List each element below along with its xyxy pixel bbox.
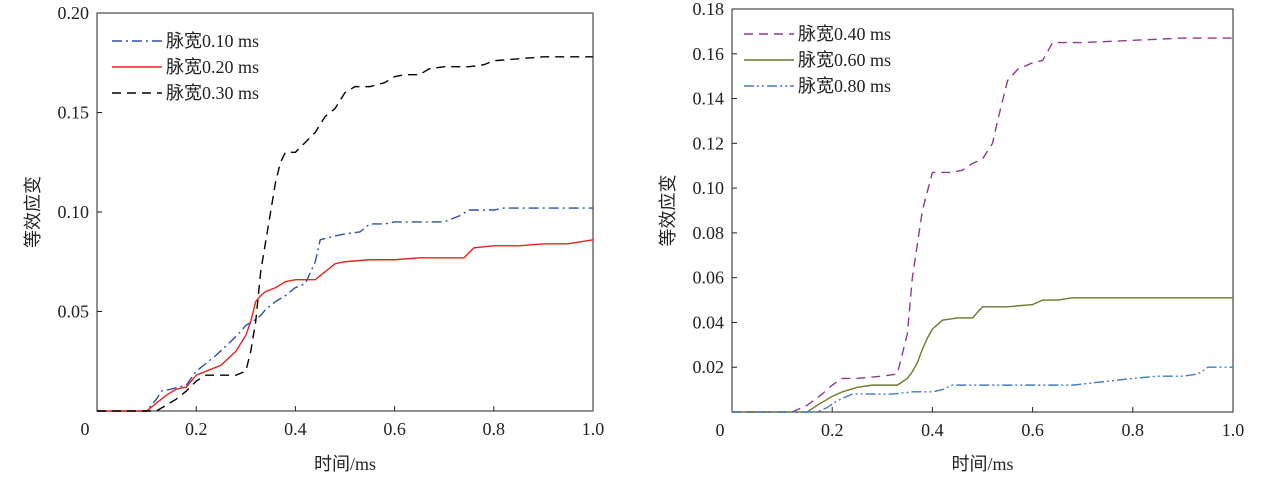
left-x-tick-label: 0.2 [185, 419, 208, 439]
left-x-tick-label: 0.6 [383, 419, 406, 439]
right-y-tick-label: 0.10 [693, 178, 725, 198]
right-x-axis-label: 时间/ms [951, 454, 1013, 474]
left-series-3-line [97, 56, 593, 412]
right-x-tick-label: 0.6 [1021, 420, 1044, 440]
left-series-2-line [97, 239, 594, 412]
right-legend-label-3: 脉宽0.80 ms [798, 76, 891, 96]
left-legend-label-3: 脉宽0.30 ms [166, 83, 259, 103]
right-x-tick-label: 1.0 [1222, 420, 1245, 440]
left-y-tick-label: 0.20 [58, 3, 90, 23]
left-y-tick-label: 0.05 [58, 302, 90, 322]
right-y-tick-label: 0.08 [693, 223, 725, 243]
left-x-tick-label: 0.8 [483, 419, 506, 439]
chart-left: 0 0.2 0.4 0.6 0.8 1.0 0.05 0.10 0.15 0.20 时间/ms 等效应… [23, 3, 604, 474]
left-legend-label-2: 脉宽0.20 ms [166, 57, 259, 77]
right-x-tick-label: 0.8 [1122, 420, 1145, 440]
right-x-tick-label: 0.4 [921, 420, 944, 440]
left-x-tick-label: 0.4 [284, 419, 307, 439]
right-series-2-line [732, 297, 1233, 413]
left-y-tick-label: 0.10 [58, 202, 90, 222]
left-x-tick-label: 0 [81, 419, 90, 439]
right-y-tick-label: 0.18 [693, 0, 725, 19]
right-series-3-line [732, 366, 1233, 413]
right-y-tick-label: 0.06 [693, 268, 725, 288]
left-y-tick-label: 0.15 [58, 103, 90, 123]
right-y-tick-label: 0.04 [693, 312, 725, 332]
left-series-1-line [97, 207, 593, 412]
right-y-tick-label: 0.02 [693, 357, 725, 377]
right-x-tick-label: 0.2 [821, 420, 844, 440]
left-x-axis-label: 时间/ms [314, 454, 376, 474]
right-y-tick-label: 0.12 [693, 133, 725, 153]
left-legend-label-1: 脉宽0.10 ms [166, 31, 259, 51]
right-legend-label-1: 脉宽0.40 ms [798, 24, 891, 44]
right-legend-label-2: 脉宽0.60 ms [798, 50, 891, 70]
right-plot-frame [731, 8, 1234, 413]
left-x-tick-label: 1.0 [582, 419, 605, 439]
right-y-tick-label: 0.14 [693, 89, 725, 109]
left-y-axis-label: 等效应变 [23, 176, 43, 248]
right-y-axis-label: 等效应变 [658, 175, 678, 247]
right-x-tick-label: 0 [716, 420, 725, 440]
right-y-tick-label: 0.16 [693, 44, 725, 64]
chart-right: 0 0.2 0.4 0.6 0.8 1.0 0.02 0.04 0.06 0.08 0.10 0.12… [658, 0, 1244, 474]
